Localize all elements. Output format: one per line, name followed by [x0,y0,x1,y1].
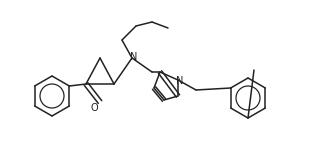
Text: N: N [130,52,138,62]
Text: N: N [176,76,184,86]
Text: O: O [90,103,98,113]
